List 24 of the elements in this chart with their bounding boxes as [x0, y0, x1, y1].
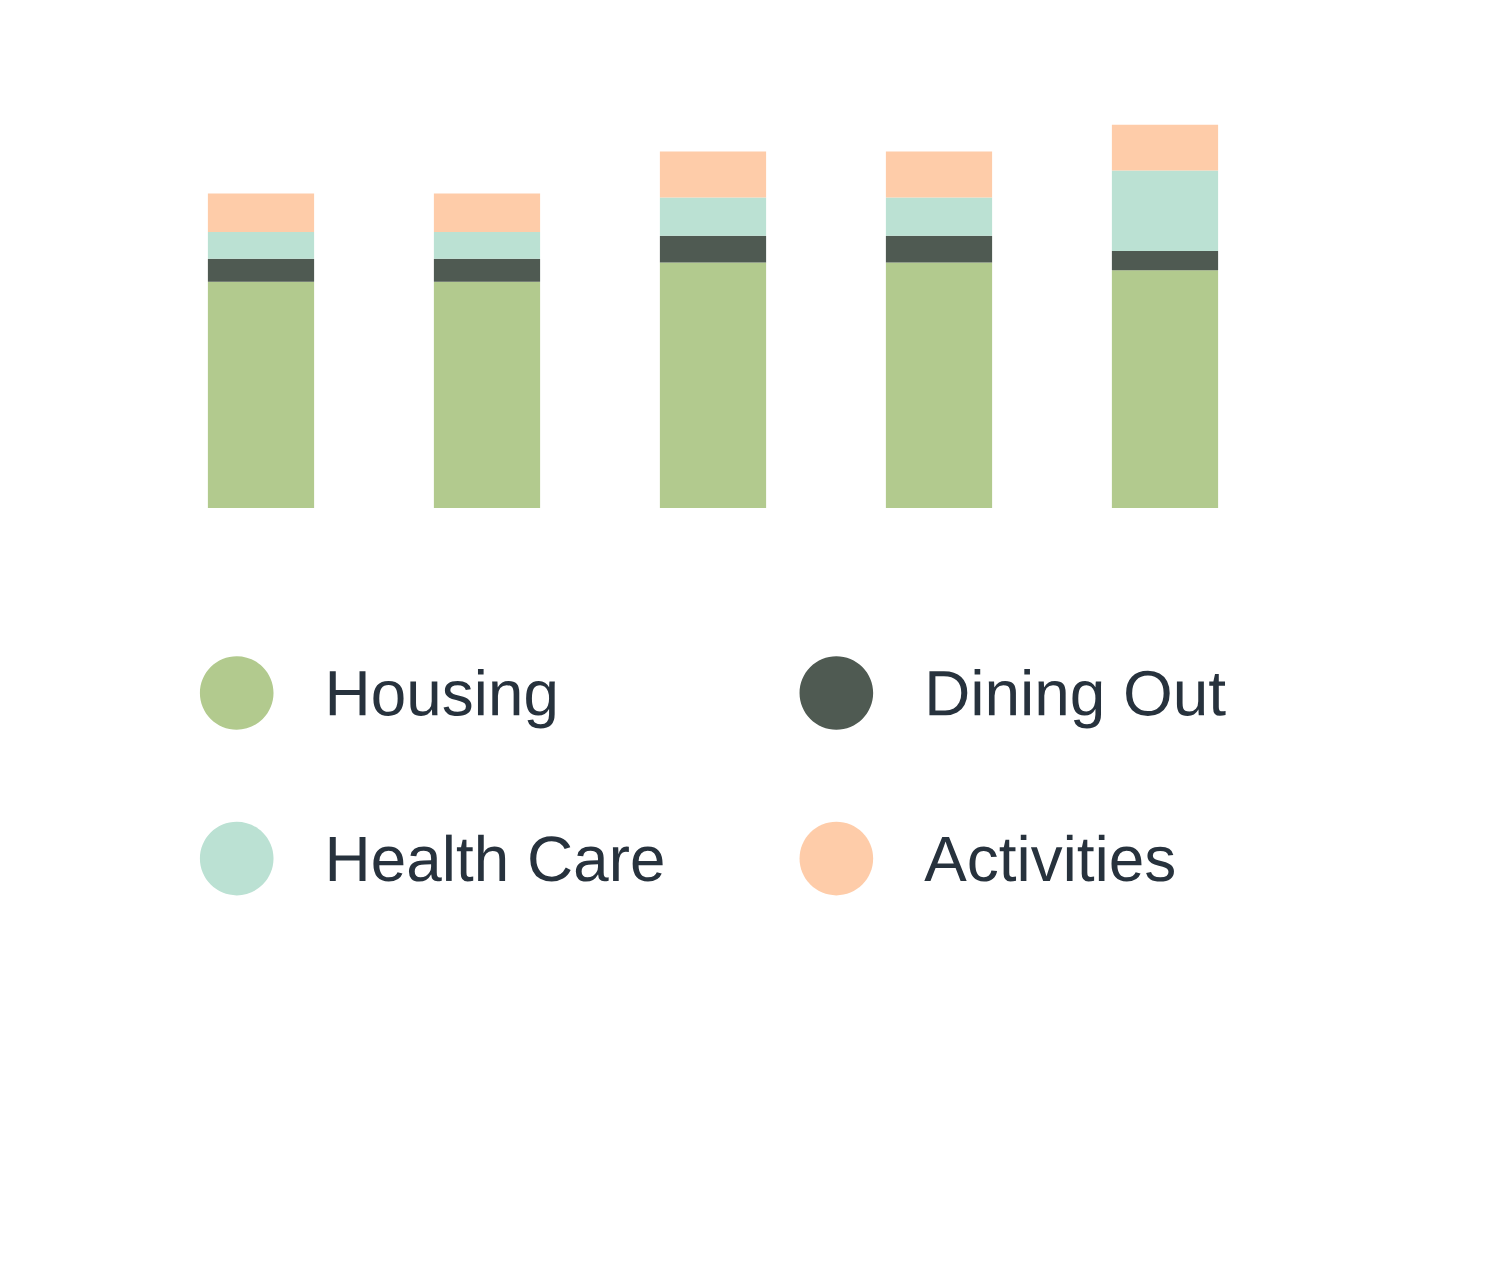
- legend-label: Dining Out: [929, 669, 1226, 729]
- bar: [885, 262, 993, 508]
- bar: [433, 231, 541, 259]
- bar: [433, 281, 541, 508]
- bar: [659, 197, 767, 236]
- bar: [207, 258, 315, 282]
- bar: [1111, 124, 1219, 171]
- bar: [885, 235, 993, 263]
- bar: [207, 281, 315, 508]
- bar: [659, 151, 767, 198]
- bar: [433, 258, 541, 282]
- legend-label: Activities: [924, 834, 1174, 882]
- bar: [1111, 270, 1219, 508]
- bar: [885, 197, 993, 236]
- legend-label: Housing: [329, 669, 555, 729]
- bar: [207, 231, 315, 259]
- bar: [659, 262, 767, 508]
- bar: [207, 193, 315, 232]
- bar: [1111, 251, 1219, 271]
- bar: [433, 193, 541, 232]
- bar: [1111, 170, 1219, 252]
- bar: [885, 151, 993, 198]
- bar: [659, 235, 767, 263]
- legend-label: Health Care: [329, 834, 663, 882]
